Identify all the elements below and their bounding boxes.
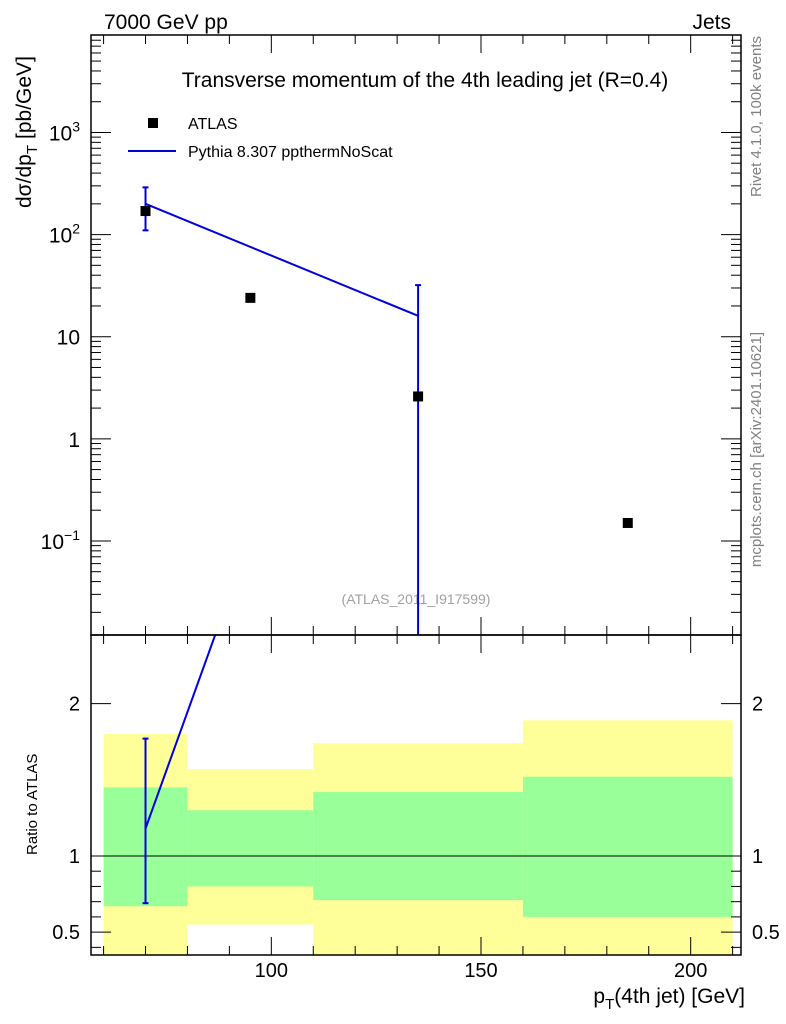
ratio-data-marks xyxy=(142,635,217,905)
legend-atlas-label: ATLAS xyxy=(188,116,238,133)
ratio-x-tick-label: 100 xyxy=(255,960,288,982)
pythia-ratio-line xyxy=(144,635,217,829)
x-axis-title-sub: T xyxy=(605,996,614,1013)
main-y-tick-label: 102 xyxy=(49,221,80,248)
ratio-y-tick-label-right: 2 xyxy=(752,694,763,716)
atlas-data-point xyxy=(622,517,633,528)
main-y-axis-title: dσ/dpT [pb/GeV] xyxy=(13,56,41,208)
mcplots-label: mcplots.cern.ch [arXiv:2401.10621] xyxy=(748,332,765,567)
main-y-axis-title-unit: [pb/GeV] xyxy=(13,56,36,139)
x-axis-title: pT(4th jet) [GeV] xyxy=(593,985,745,1013)
ratio-y-axis-title: Ratio to ATLAS xyxy=(24,754,41,855)
main-y-tick-label-exp: −1 xyxy=(64,527,80,543)
legend-atlas-marker xyxy=(148,118,158,128)
main-y-axis-title-sub: T xyxy=(24,145,41,154)
ratio-y-tick-label: 1 xyxy=(69,846,80,868)
main-y-axis-title-main: dσ/dp xyxy=(13,154,36,208)
main-title: Transverse momentum of the 4th leading j… xyxy=(182,69,669,92)
main-y-tick-label: 1 xyxy=(68,429,80,452)
atlas-data-point xyxy=(413,391,424,402)
ratio-y-tick-label: 0.5 xyxy=(52,922,80,944)
ratio-y-tick-label-right: 1 xyxy=(752,846,763,868)
main-y-tick-label-base: 10 xyxy=(57,327,80,350)
main-y-tick-label-base: 10 xyxy=(49,122,72,145)
header-energy-label: 7000 GeV pp xyxy=(104,11,228,34)
pythia-line xyxy=(145,202,419,317)
x-axis-title-rest: (4th jet) [GeV] xyxy=(614,985,745,1008)
main-y-tick-label-exp: 2 xyxy=(72,221,80,237)
watermark-label: (ATLAS_2011_I917599) xyxy=(342,591,491,607)
main-y-tick-label-base: 10 xyxy=(49,225,72,248)
main-y-tick-label-exp: 3 xyxy=(72,118,80,134)
ratio-panel: 2 2 1 1 0.5 0.5 100 150 200 Ratio to ATLAS pT(4… xyxy=(24,634,780,1013)
ratio-inner-band xyxy=(522,776,733,917)
main-y-tick-label-base: 10 xyxy=(41,531,64,554)
main-y-tick-label: 103 xyxy=(49,118,80,145)
main-data-marks xyxy=(140,186,633,635)
x-axis-title-main: p xyxy=(593,985,605,1008)
legend-pythia-label: Pythia 8.307 ppthermNoScat xyxy=(188,144,393,161)
header-process-label: Jets xyxy=(692,11,731,34)
ratio-axis-ticks xyxy=(91,635,741,955)
ratio-x-tick-labels: 100 150 200 xyxy=(255,960,708,982)
ratio-uncertainty-bands xyxy=(103,720,733,955)
ratio-inner-band xyxy=(313,791,523,901)
ratio-x-tick-label: 200 xyxy=(674,960,707,982)
ratio-x-tick-label: 150 xyxy=(464,960,497,982)
main-y-tick-label: 10−1 xyxy=(41,527,81,554)
main-y-tick-label: 10 xyxy=(57,327,80,350)
atlas-data-point xyxy=(245,292,256,303)
main-y-tick-label-base: 1 xyxy=(68,429,80,452)
ratio-y-tick-labels: 2 2 1 1 0.5 0.5 xyxy=(52,694,780,945)
atlas-data-point xyxy=(140,206,151,217)
ratio-frame xyxy=(90,634,742,956)
rivet-version-label: Rivet 4.1.0, 100k events xyxy=(748,36,765,197)
ratio-inner-band xyxy=(187,810,314,887)
ratio-y-tick-label-right: 0.5 xyxy=(752,922,780,944)
legend: ATLAS Pythia 8.307 ppthermNoScat xyxy=(128,116,393,161)
ratio-y-tick-label: 2 xyxy=(69,694,80,716)
